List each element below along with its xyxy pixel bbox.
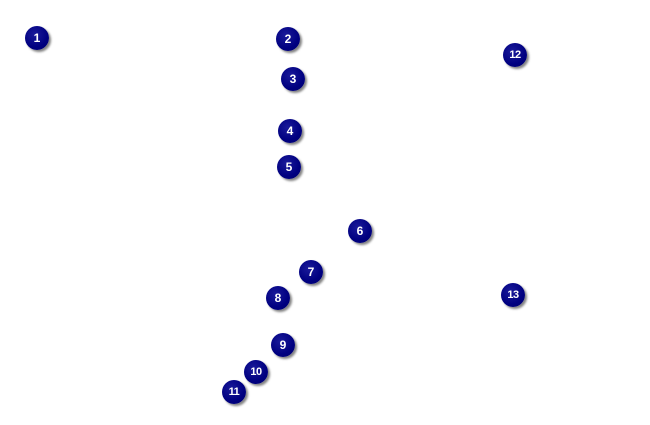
marker-6: 6 [348, 219, 372, 243]
marker-12: 12 [503, 43, 527, 67]
marker-8: 8 [266, 286, 290, 310]
marker-4: 4 [278, 119, 302, 143]
marker-13: 13 [501, 283, 525, 307]
marker-9: 9 [271, 333, 295, 357]
marker-10: 10 [244, 360, 268, 384]
marker-3: 3 [281, 67, 305, 91]
marker-11: 11 [222, 380, 246, 404]
marker-7: 7 [299, 260, 323, 284]
marker-2: 2 [276, 27, 300, 51]
marker-5: 5 [277, 155, 301, 179]
marker-1: 1 [25, 26, 49, 50]
